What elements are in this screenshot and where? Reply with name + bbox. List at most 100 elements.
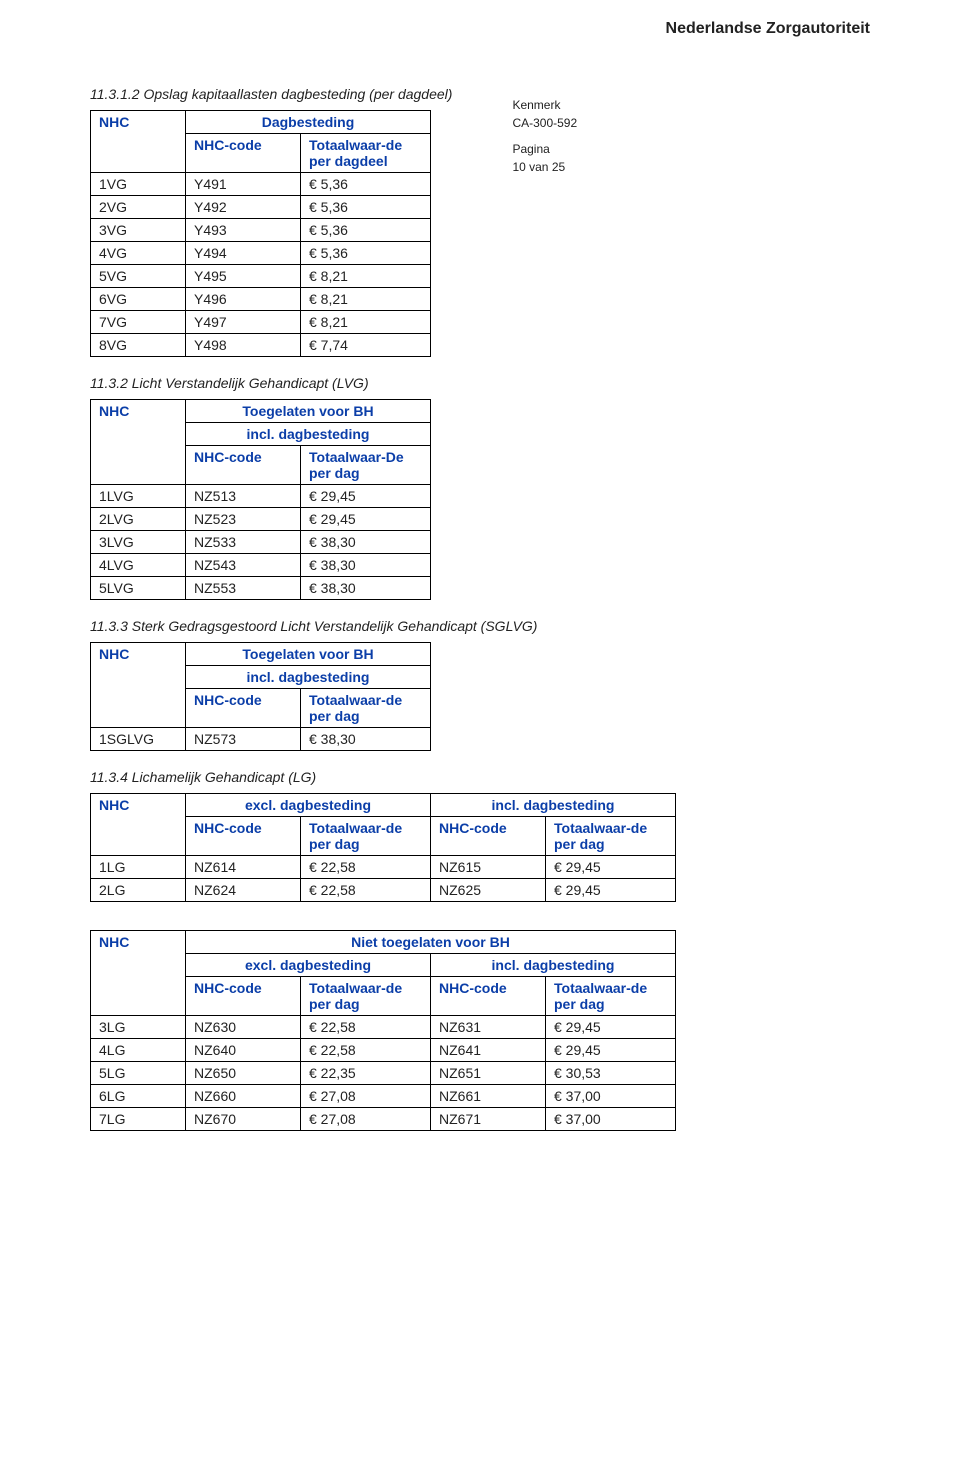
meta-box: Kenmerk CA-300-592 Pagina 10 van 25 (512, 96, 577, 176)
col-nhc: NHC (91, 400, 186, 485)
cell-val: € 37,00 (546, 1108, 676, 1131)
cell-code: NZ615 (431, 856, 546, 879)
cell-label: 2VG (91, 196, 186, 219)
col-incl: incl. dagbesteding (186, 666, 431, 689)
cell-val: € 37,00 (546, 1085, 676, 1108)
table-row: 8VGY498€ 7,74 (91, 334, 431, 357)
cell-code: Y491 (186, 173, 301, 196)
cell-code: NZ631 (431, 1016, 546, 1039)
cell-code: NZ533 (186, 531, 301, 554)
col-toegelaten: Toegelaten voor BH (186, 400, 431, 423)
cell-val: € 8,21 (301, 311, 431, 334)
col-toegelaten: Toegelaten voor BH (186, 643, 431, 666)
pagina-value: 10 van 25 (512, 158, 577, 176)
col-totaal: Totaalwaar-de per dag (546, 977, 676, 1016)
cell-label: 4VG (91, 242, 186, 265)
col-totaal: Totaalwaar-de per dag (301, 817, 431, 856)
cell-label: 6VG (91, 288, 186, 311)
cell-val: € 5,36 (301, 196, 431, 219)
cell-code: NZ650 (186, 1062, 301, 1085)
cell-val: € 22,58 (301, 879, 431, 902)
cell-val: € 29,45 (546, 1016, 676, 1039)
col-totaal: Totaalwaar-De per dag (301, 446, 431, 485)
pagina-label: Pagina (512, 140, 577, 158)
cell-code: Y492 (186, 196, 301, 219)
cell-code: NZ641 (431, 1039, 546, 1062)
table-row: 5LGNZ650€ 22,35NZ651€ 30,53 (91, 1062, 676, 1085)
col-nhc-code: NHC-code (186, 977, 301, 1016)
table-row: 3LVGNZ533€ 38,30 (91, 531, 431, 554)
cell-val: € 22,58 (301, 856, 431, 879)
cell-val: € 29,45 (301, 485, 431, 508)
cell-code: NZ670 (186, 1108, 301, 1131)
kenmerk-value: CA-300-592 (512, 114, 577, 132)
col-incl: incl. dagbesteding (186, 423, 431, 446)
col-totaal: Totaalwaar-de per dag (301, 689, 431, 728)
cell-label: 6LG (91, 1085, 186, 1108)
cell-val: € 38,30 (301, 554, 431, 577)
org-name: Nederlandse Zorgautoriteit (90, 20, 870, 38)
col-nhc: NHC (91, 794, 186, 856)
cell-label: 1LVG (91, 485, 186, 508)
cell-code: Y493 (186, 219, 301, 242)
cell-code: NZ661 (431, 1085, 546, 1108)
cell-label: 4LVG (91, 554, 186, 577)
cell-val: € 5,36 (301, 219, 431, 242)
col-nhc-code: NHC-code (186, 446, 301, 485)
table-row: 2LGNZ624€ 22,58NZ625€ 29,45 (91, 879, 676, 902)
cell-val: € 30,53 (546, 1062, 676, 1085)
table-row: 1VGY491€ 5,36 (91, 173, 431, 196)
cell-code: NZ523 (186, 508, 301, 531)
col-nhc: NHC (91, 931, 186, 1016)
cell-code: Y494 (186, 242, 301, 265)
col-nhc-code: NHC-code (186, 689, 301, 728)
table-row: 4VGY494€ 5,36 (91, 242, 431, 265)
cell-code: NZ630 (186, 1016, 301, 1039)
cell-label: 5VG (91, 265, 186, 288)
cell-val: € 38,30 (301, 577, 431, 600)
table-row: 6LGNZ660€ 27,08NZ661€ 37,00 (91, 1085, 676, 1108)
section-heading: 11.3.3 Sterk Gedragsgestoord Licht Verst… (90, 618, 870, 634)
table-row: 3LGNZ630€ 22,58NZ631€ 29,45 (91, 1016, 676, 1039)
cell-code: NZ543 (186, 554, 301, 577)
cell-label: 3LVG (91, 531, 186, 554)
col-nhc-code: NHC-code (431, 817, 546, 856)
cell-code: NZ625 (431, 879, 546, 902)
cell-code: Y498 (186, 334, 301, 357)
table-s4b: NHC Niet toegelaten voor BH excl. dagbes… (90, 930, 676, 1131)
cell-label: 7VG (91, 311, 186, 334)
cell-code: Y497 (186, 311, 301, 334)
table-row: 4LGNZ640€ 22,58NZ641€ 29,45 (91, 1039, 676, 1062)
cell-code: NZ614 (186, 856, 301, 879)
col-nhc-code: NHC-code (186, 134, 301, 173)
cell-val: € 5,36 (301, 242, 431, 265)
cell-val: € 29,45 (301, 508, 431, 531)
table-row: 5VGY495€ 8,21 (91, 265, 431, 288)
cell-val: € 22,58 (301, 1039, 431, 1062)
table-row: 2LVGNZ523€ 29,45 (91, 508, 431, 531)
col-excl: excl. dagbesteding (186, 794, 431, 817)
col-dagbesteding: Dagbesteding (186, 111, 431, 134)
section-heading: 11.3.4 Lichamelijk Gehandicapt (LG) (90, 769, 870, 785)
cell-label: 5LVG (91, 577, 186, 600)
table-s2: NHC Toegelaten voor BH incl. dagbestedin… (90, 399, 431, 600)
col-nhc: NHC (91, 643, 186, 728)
cell-label: 5LG (91, 1062, 186, 1085)
col-excl: excl. dagbesteding (186, 954, 431, 977)
cell-val: € 7,74 (301, 334, 431, 357)
cell-code: Y495 (186, 265, 301, 288)
col-niet: Niet toegelaten voor BH (186, 931, 676, 954)
table-row: 1LVGNZ513€ 29,45 (91, 485, 431, 508)
cell-code: NZ624 (186, 879, 301, 902)
cell-label: 8VG (91, 334, 186, 357)
table-row: 3VGY493€ 5,36 (91, 219, 431, 242)
table-row: 4LVGNZ543€ 38,30 (91, 554, 431, 577)
cell-val: € 29,45 (546, 879, 676, 902)
cell-val: € 22,35 (301, 1062, 431, 1085)
table-row: 6VGY496€ 8,21 (91, 288, 431, 311)
cell-label: 1VG (91, 173, 186, 196)
cell-label: 1SGLVG (91, 728, 186, 751)
cell-code: NZ671 (431, 1108, 546, 1131)
cell-code: NZ573 (186, 728, 301, 751)
table-row: 1SGLVGNZ573€ 38,30 (91, 728, 431, 751)
